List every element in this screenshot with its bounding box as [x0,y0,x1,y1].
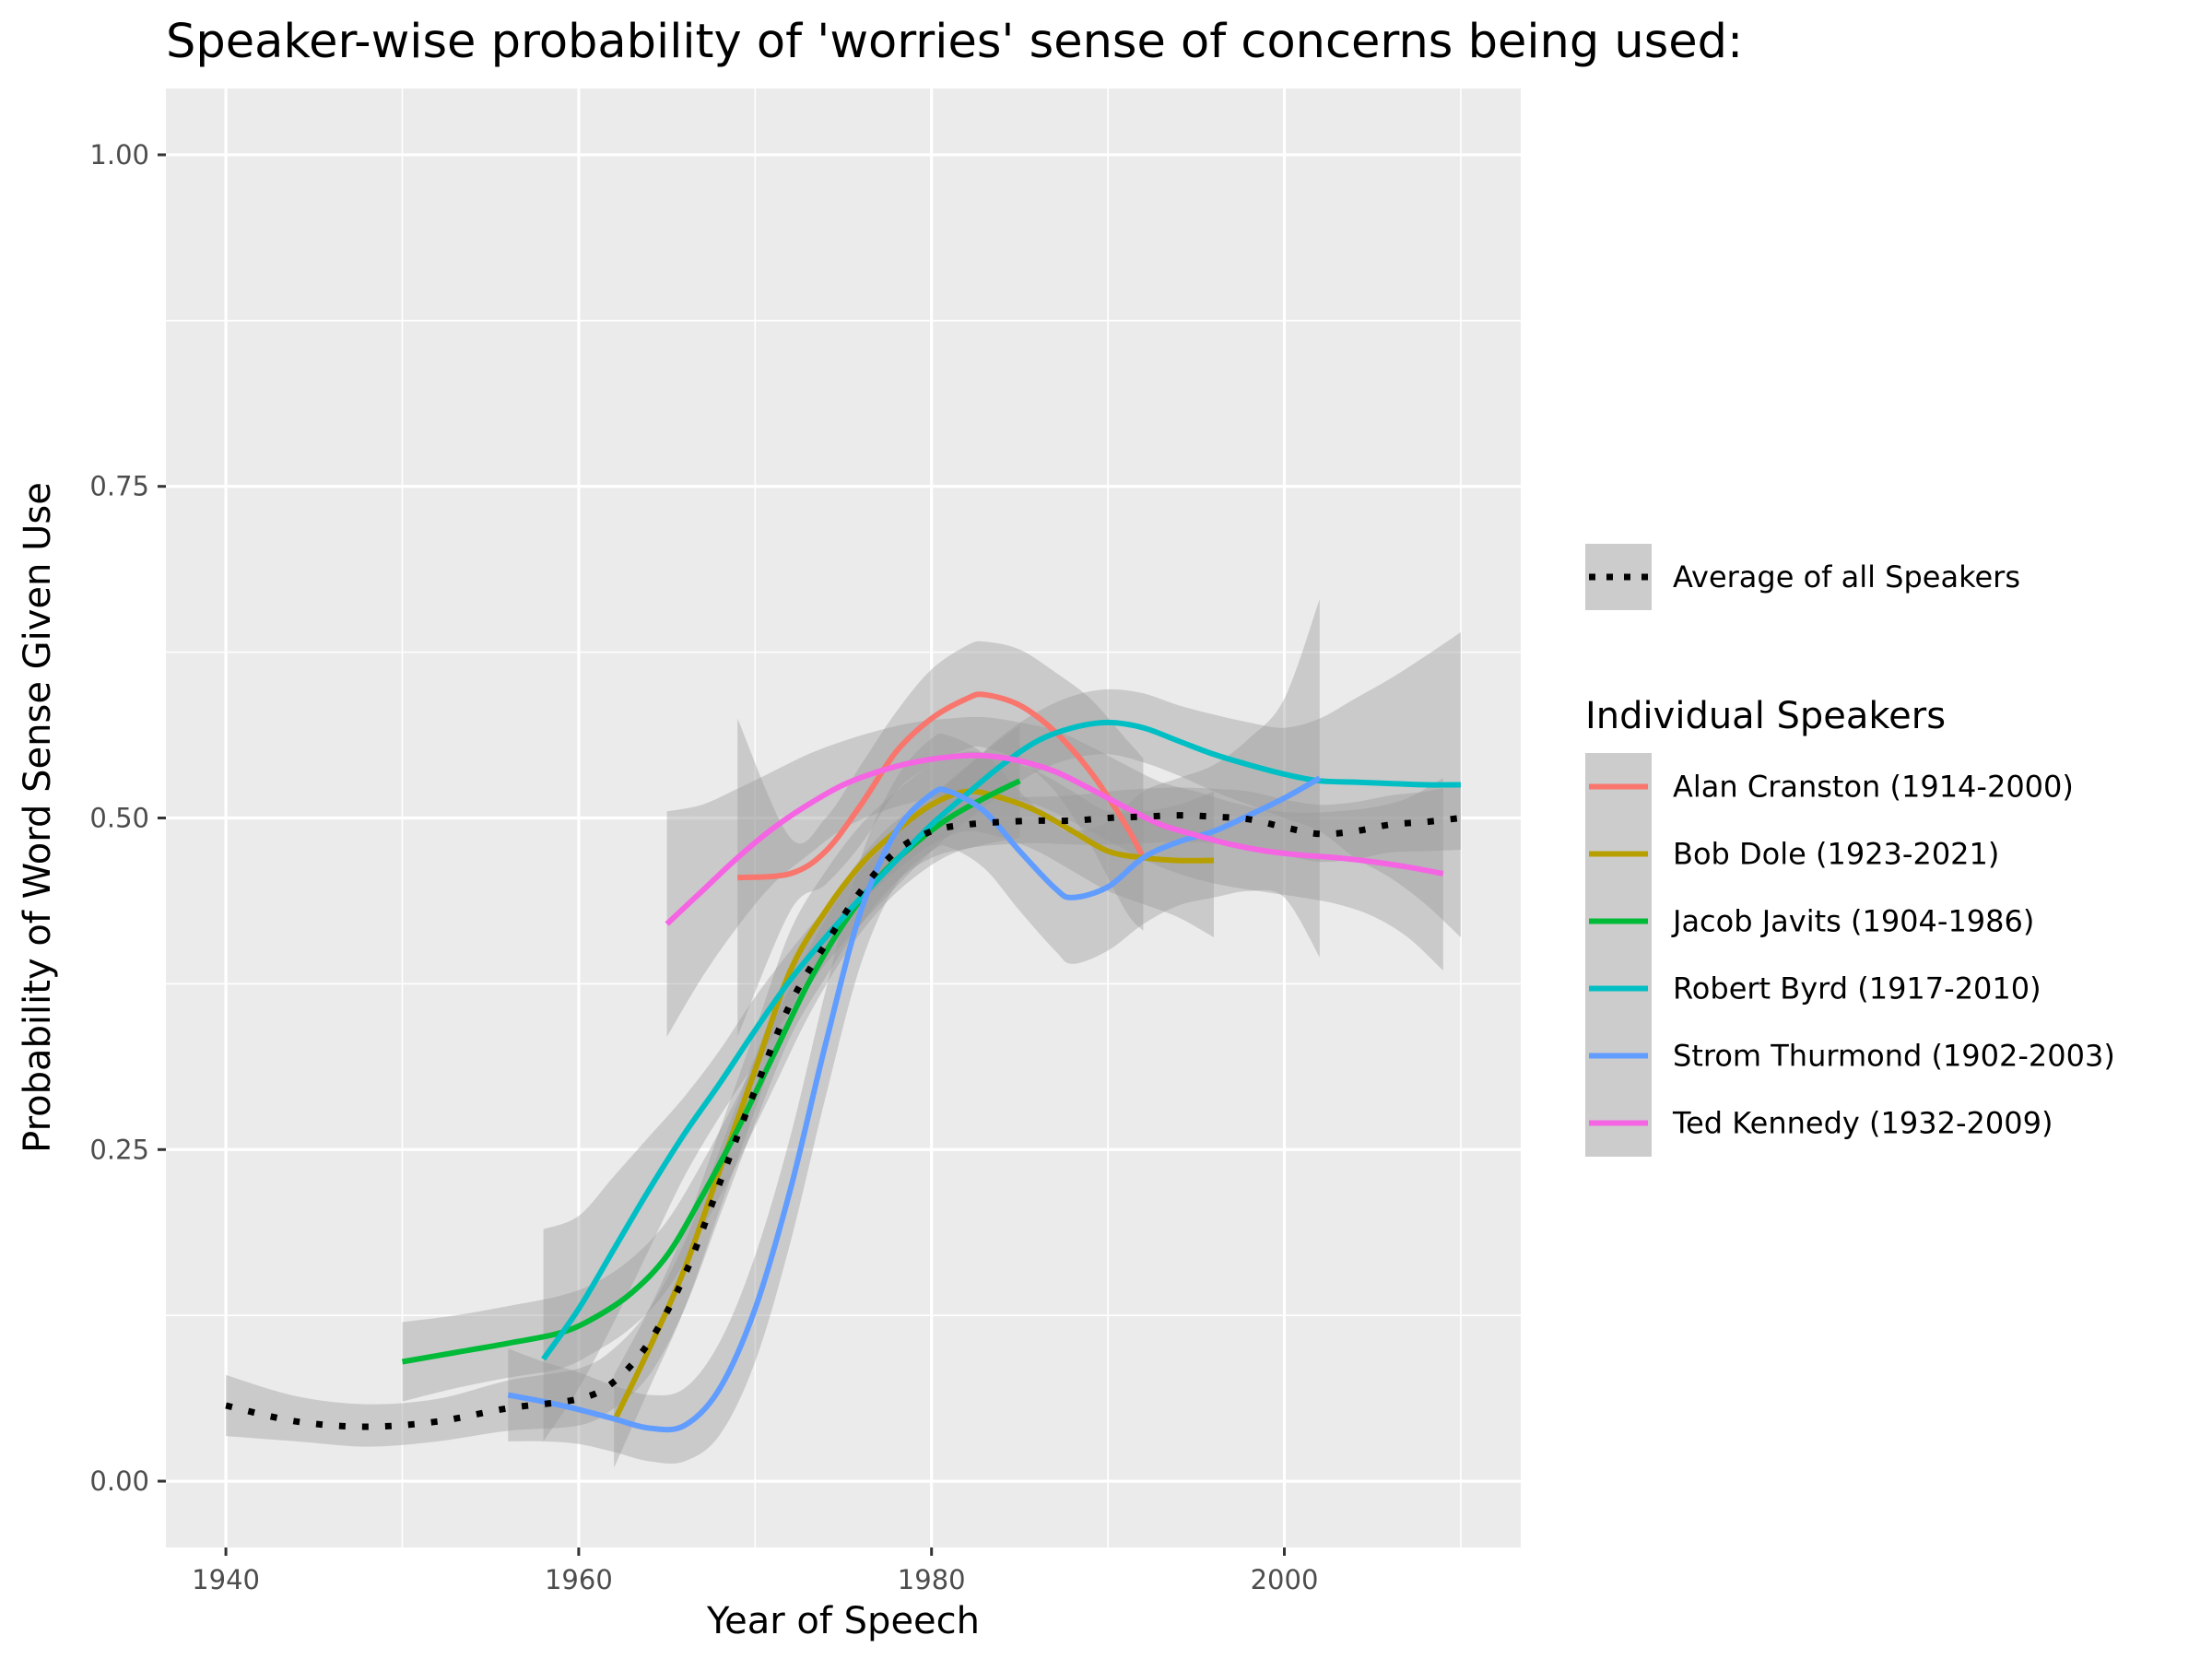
legend-speakers: Alan Cranston (1914-2000) Bob Dole (1923-… [1585,753,2115,1157]
y-axis-title: Probability of Word Sense Given Use [17,482,59,1153]
series-lines [401,691,1461,1433]
average-line-layer [225,812,1462,1430]
x-tick-label: 1960 [545,1564,613,1595]
x-tick-label: 1980 [898,1564,966,1595]
legend-label: Ted Kennedy (1932-2009) [1672,1106,2053,1141]
legend-label: Alan Cranston (1914-2000) [1673,770,2074,805]
x-tick-label: 2000 [1251,1564,1319,1595]
legend-label: Robert Byrd (1917-2010) [1673,971,2041,1006]
series-line [541,719,1461,1361]
confidence-band [543,632,1461,1441]
y-tick-label: 0.50 [89,803,149,834]
chart-title: Speaker-wise probability of 'worries' se… [166,15,1743,69]
x-tick-label: 1940 [192,1564,260,1595]
legend-title: Individual Speakers [1585,695,1946,737]
legend-key-background [1585,753,1652,1157]
x-axis-title: Year of Speech [706,1600,980,1642]
legend-average-label: Average of all Speakers [1673,559,2020,594]
y-axis: 0.00 0.25 0.50 0.75 1.00 [89,139,166,1497]
y-tick-label: 0.00 [89,1465,149,1497]
average-line [225,812,1462,1430]
series-line [665,752,1444,926]
legend-label: Bob Dole (1923-2021) [1673,837,1999,872]
confidence-band [666,716,1443,1037]
series-line [736,691,1147,881]
y-tick-label: 0.25 [89,1134,149,1165]
legend-average-key [1585,544,1652,610]
legend-average: Average of all Speakers [1585,544,2020,610]
confidence-band [508,599,1320,1465]
series-line [507,775,1322,1433]
y-tick-label: 1.00 [89,139,149,171]
y-tick-label: 0.75 [89,471,149,502]
legend-label: Jacob Javits (1904-1986) [1671,904,2034,939]
x-axis: 1940 1960 1980 2000 [192,1547,1318,1595]
legend-label: Strom Thurmond (1902-2003) [1673,1039,2115,1074]
